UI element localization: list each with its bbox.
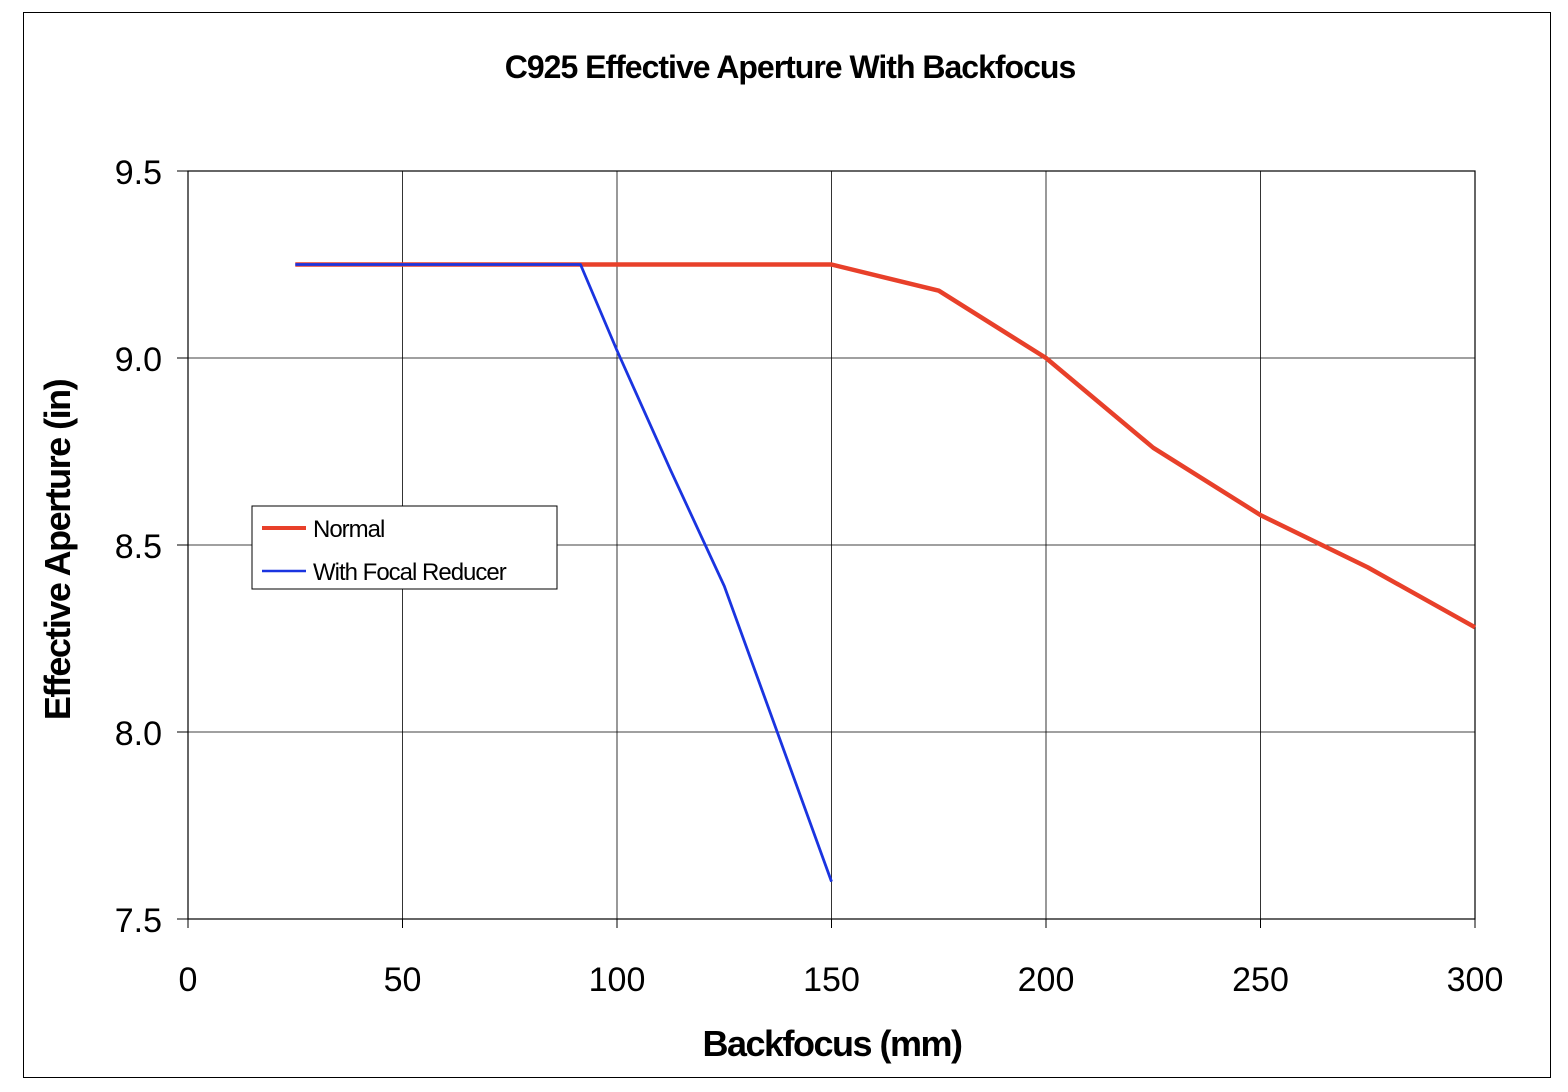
y-tick-label: 8.5: [115, 528, 162, 566]
y-tick-label: 7.5: [115, 902, 162, 940]
y-tick-label: 9.5: [115, 154, 162, 192]
legend-box: [251, 505, 558, 590]
x-tick-label: 200: [1018, 961, 1075, 999]
y-axis-label: Effective Aperture (in): [37, 379, 78, 720]
x-tick-label: 0: [179, 961, 198, 999]
y-axis-ticks: 7.5 8.0 8.5 9.0 9.5: [115, 154, 188, 940]
x-tick-label: 300: [1447, 961, 1504, 999]
series-line-with-focal-reducer: [295, 263, 833, 883]
legend-label-with-focal-reducer: With Focal Reducer: [313, 559, 507, 586]
legend: Normal With Focal Reducer: [251, 505, 558, 590]
x-tick-label: 150: [803, 961, 860, 999]
x-tick-label: 50: [384, 961, 422, 999]
legend-label-normal: Normal: [313, 516, 384, 543]
series-layer: [295, 262, 1477, 883]
x-tick-label: 100: [589, 961, 646, 999]
y-tick-label: 9.0: [115, 341, 162, 379]
y-tick-label: 8.0: [115, 715, 162, 753]
x-axis-label: Backfocus (mm): [702, 1023, 962, 1064]
chart-title: C925 Effective Aperture With Backfocus: [505, 49, 1076, 85]
x-tick-label: 250: [1232, 961, 1289, 999]
x-axis-ticks: 0 50 100 150 200 250 300: [179, 919, 1504, 999]
